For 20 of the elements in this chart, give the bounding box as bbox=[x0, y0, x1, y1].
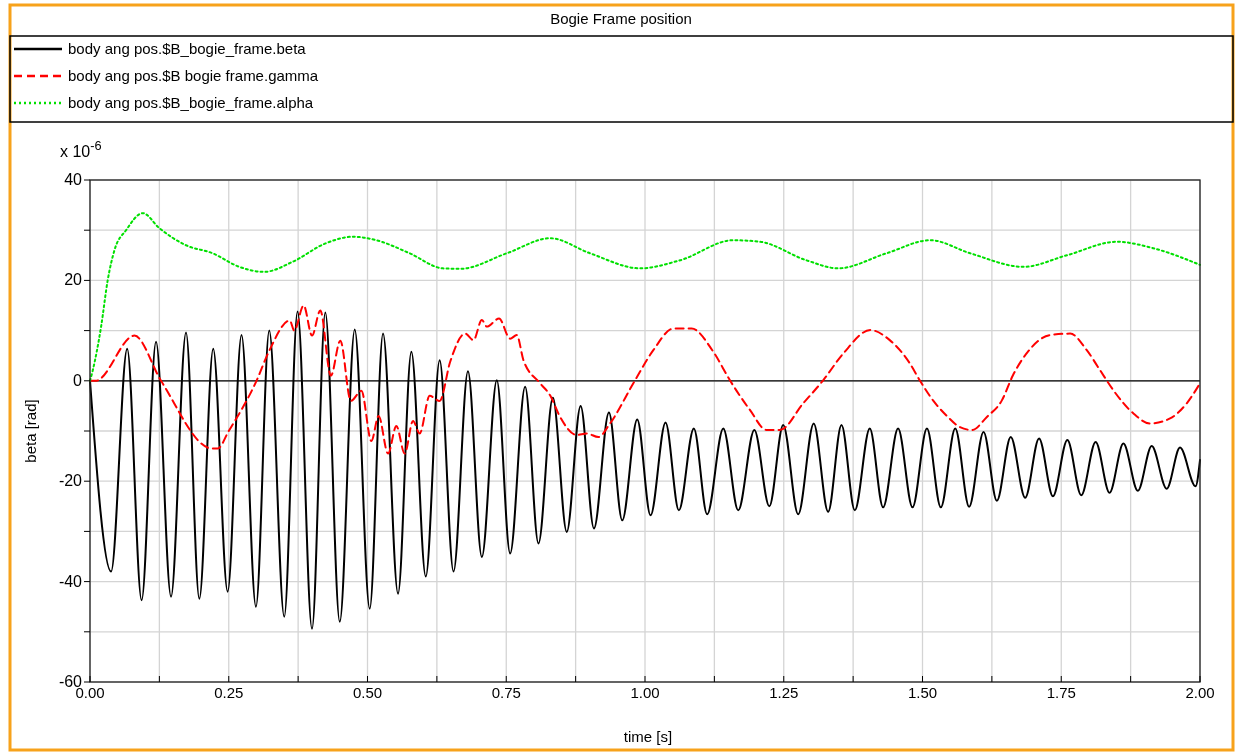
y-tick-label: 0 bbox=[73, 371, 83, 389]
x-tick-label: 1.50 bbox=[907, 684, 938, 701]
x-tick-label: 0.75 bbox=[491, 684, 521, 701]
y-axis-title: beta [rad] bbox=[22, 399, 39, 463]
x-tick-label: 1.75 bbox=[1046, 684, 1076, 701]
x-tick-label: 0.25 bbox=[214, 684, 244, 701]
legend-label: body ang pos.$B bogie frame.gamma bbox=[68, 67, 319, 84]
x-axis-title: time [s] bbox=[623, 728, 673, 745]
x-tick-label: 1.25 bbox=[769, 684, 799, 701]
chart-title: Bogie Frame position bbox=[550, 10, 692, 27]
x-tick-label: 2.00 bbox=[1185, 684, 1215, 701]
y-tick-label: -40 bbox=[58, 572, 83, 590]
text: x 10$^{-6}$ bbox=[60, 137, 102, 160]
legend-label: body ang pos.$B_bogie_frame.beta bbox=[68, 40, 307, 57]
y-tick-label: 40 bbox=[64, 171, 83, 188]
y-tick-label: -20 bbox=[58, 472, 83, 490]
x-tick-label: 1.00 bbox=[630, 684, 660, 701]
x-tick-label: 0.50 bbox=[352, 684, 383, 701]
y-tick-label: 20 bbox=[64, 271, 83, 289]
legend-label: body ang pos.$B_bogie_frame.alpha bbox=[68, 94, 314, 111]
